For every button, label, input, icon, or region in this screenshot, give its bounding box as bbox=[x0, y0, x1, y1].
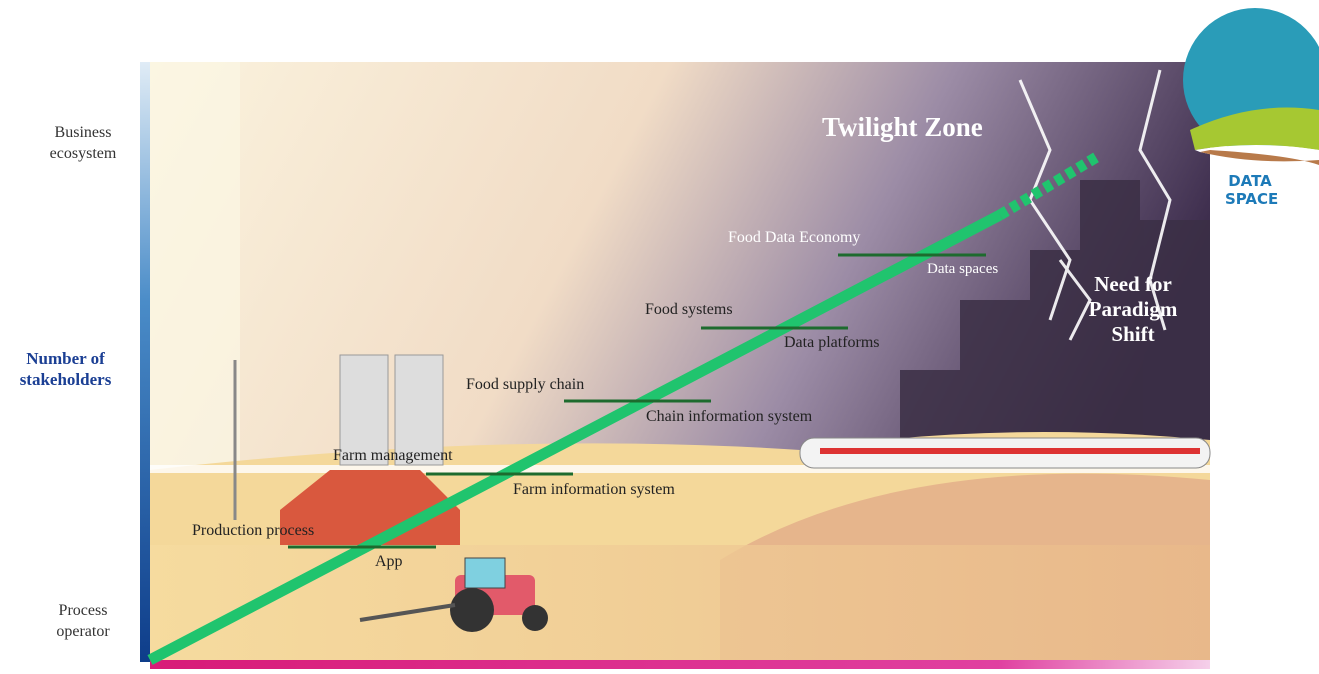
train-stripe bbox=[820, 448, 1200, 454]
step-lower: Data platforms bbox=[784, 334, 880, 352]
y-axis-bar bbox=[140, 62, 150, 662]
page: Business ecosystem Number of stakeholder… bbox=[0, 0, 1319, 674]
step-upper: Food Data Economy bbox=[728, 229, 860, 247]
y-axis-bottom: Process operator bbox=[38, 600, 128, 642]
y-axis-label: Number of stakeholders bbox=[8, 348, 123, 390]
step-lower: Data spaces bbox=[927, 261, 998, 278]
logo-text: DATA SPACE bbox=[1225, 172, 1275, 208]
y-axis-top: Business ecosystem bbox=[28, 122, 138, 164]
step-lower: Farm information system bbox=[513, 481, 675, 499]
step-upper: Production process bbox=[192, 522, 314, 540]
logo bbox=[1183, 8, 1319, 165]
step-lower: Chain information system bbox=[646, 408, 812, 426]
ground bbox=[150, 545, 1210, 662]
twilight-zone: Twilight Zone bbox=[822, 112, 983, 143]
paradigm-shift: Need for Paradigm Shift bbox=[1068, 272, 1198, 347]
step-upper: Farm management bbox=[333, 447, 453, 465]
x-axis-bar bbox=[150, 660, 1210, 669]
step-upper: Food systems bbox=[645, 301, 733, 319]
step-lower: App bbox=[375, 553, 403, 571]
step-upper: Food supply chain bbox=[466, 376, 584, 394]
